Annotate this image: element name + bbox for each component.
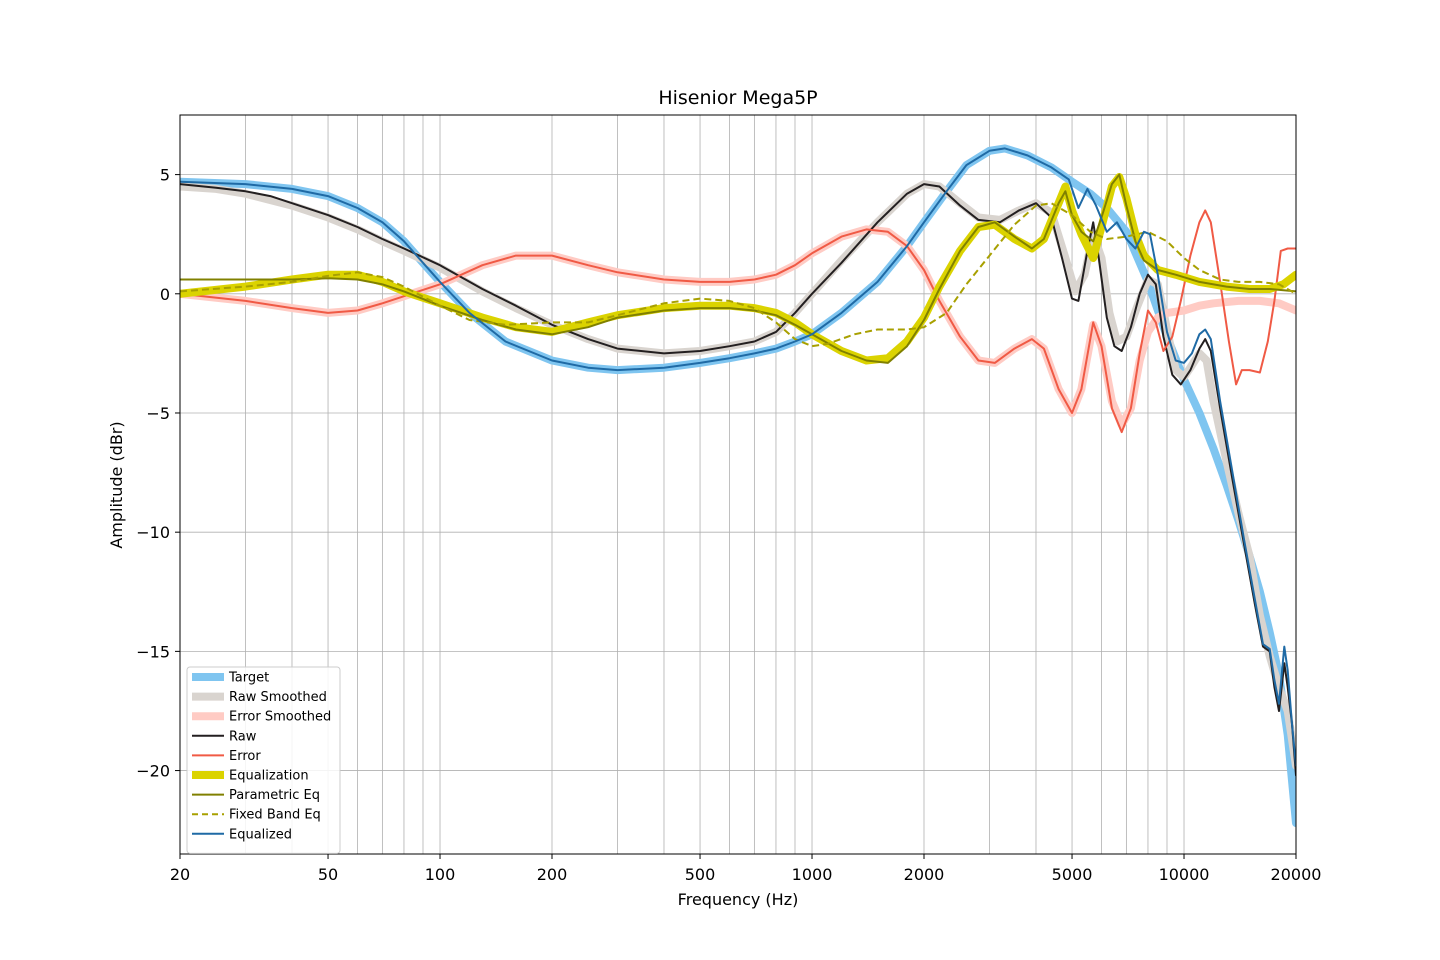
chart-title: Hisenior Mega5P	[658, 87, 817, 109]
legend-label: Parametric Eq	[229, 788, 320, 803]
x-tick-label: 20	[170, 865, 190, 884]
x-tick-label: 1000	[792, 865, 833, 884]
x-axis: 20 50 100 200 500 1000 2000 5000 10000 20000	[170, 854, 1322, 884]
legend-label: Fixed Band Eq	[229, 808, 321, 823]
series-line-equalization	[180, 173, 1296, 365]
y-tick-label: −20	[136, 762, 170, 781]
y-tick-label: −10	[136, 523, 170, 542]
y-axis-title: Amplitude (dBr)	[107, 421, 126, 548]
x-tick-label: 5000	[1052, 865, 1093, 884]
x-tick-label: 100	[425, 865, 456, 884]
y-axis: 5 0 −5 −10 −15 −20	[136, 166, 180, 781]
y-tick-label: 0	[160, 285, 170, 304]
grid	[179, 115, 1297, 854]
x-tick-label: 20000	[1271, 865, 1322, 884]
legend-label: Target	[228, 671, 269, 686]
legend-box	[186, 666, 341, 854]
x-tick-label: 500	[685, 865, 716, 884]
x-tick-label: 200	[537, 865, 568, 884]
legend-label: Error Smoothed	[229, 710, 331, 725]
series-line-equalized	[180, 147, 1296, 767]
x-tick-label: 10000	[1159, 865, 1210, 884]
legend: Target Raw Smoothed Error Smoothed Raw Error…	[186, 666, 341, 854]
series-line-raw-smoothed	[180, 180, 1296, 770]
y-tick-label: 5	[160, 166, 170, 185]
legend-label: Raw Smoothed	[229, 690, 327, 705]
series-layer	[180, 144, 1296, 827]
x-axis-title: Frequency (Hz)	[678, 890, 799, 909]
legend-label: Raw	[229, 729, 257, 744]
legend-label: Equalized	[229, 827, 292, 842]
y-tick-label: −15	[136, 642, 170, 661]
legend-label: Equalization	[229, 769, 309, 784]
series-line-fixed-band-eq	[180, 202, 1296, 348]
x-tick-label: 2000	[904, 865, 945, 884]
y-tick-label: −5	[146, 404, 170, 423]
legend-label: Error	[229, 749, 261, 764]
x-tick-label: 50	[318, 865, 338, 884]
plot-frame	[179, 114, 1297, 855]
